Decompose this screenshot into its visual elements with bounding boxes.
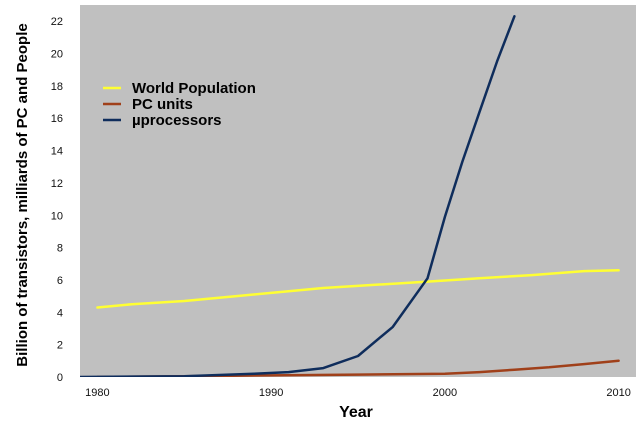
x-axis-ticks: 1980 1990 2000 2010 (85, 387, 631, 399)
legend-label-pc-units: PC units (132, 96, 193, 113)
y-tick-label: 20 (51, 49, 63, 61)
legend-label-world-population: World Population (132, 80, 256, 97)
y-tick-label: 18 (51, 81, 63, 93)
x-tick-label: 2010 (606, 387, 630, 399)
y-tick-label: 8 (57, 243, 63, 255)
y-axis-title: Billion of transistors, milliards of PC … (14, 23, 31, 366)
x-tick-label: 1990 (259, 387, 283, 399)
y-tick-label: 16 (51, 113, 63, 125)
legend-label-processors: µprocessors (132, 112, 222, 129)
series-lines (80, 15, 620, 377)
x-tick-label: 1980 (85, 387, 109, 399)
y-tick-label: 0 (57, 372, 63, 384)
y-tick-label: 4 (57, 307, 63, 319)
x-tick-label: 2000 (433, 387, 457, 399)
y-axis-ticks: 0 2 4 6 8 10 12 14 16 18 20 22 (51, 16, 63, 384)
x-axis-title: Year (339, 404, 373, 421)
plot-area (80, 5, 636, 377)
series-line-world-population (96, 269, 620, 309)
y-tick-label: 12 (51, 178, 63, 190)
series-line-processors (80, 15, 516, 377)
y-tick-label: 22 (51, 16, 63, 28)
y-tick-label: 2 (57, 340, 63, 352)
y-tick-label: 10 (51, 210, 63, 222)
y-tick-label: 6 (57, 275, 63, 287)
y-tick-label: 14 (51, 146, 63, 158)
